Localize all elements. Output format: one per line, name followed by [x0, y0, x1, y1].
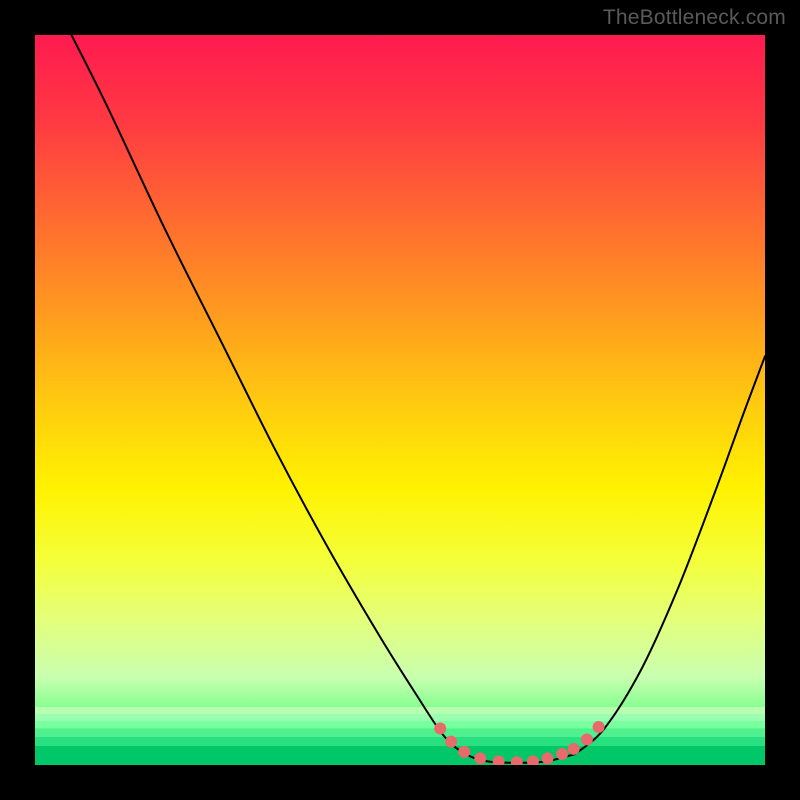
watermark-text: TheBottleneck.com — [603, 6, 786, 30]
plot-area — [35, 35, 765, 765]
dot-4 — [493, 755, 505, 765]
dot-5 — [511, 756, 523, 765]
curve-right — [575, 356, 765, 754]
dot-1 — [445, 736, 457, 748]
curve-dots — [434, 721, 604, 765]
curve-left — [72, 35, 576, 763]
dot-10 — [581, 734, 593, 746]
dot-7 — [542, 752, 554, 764]
chart-root: TheBottleneck.com — [0, 0, 800, 800]
dot-6 — [527, 755, 539, 765]
curves-svg — [35, 35, 765, 765]
dot-9 — [568, 743, 580, 755]
dot-11 — [593, 721, 605, 733]
dot-0 — [434, 723, 446, 735]
dot-8 — [556, 748, 568, 760]
dot-3 — [474, 752, 486, 764]
dot-2 — [458, 746, 470, 758]
